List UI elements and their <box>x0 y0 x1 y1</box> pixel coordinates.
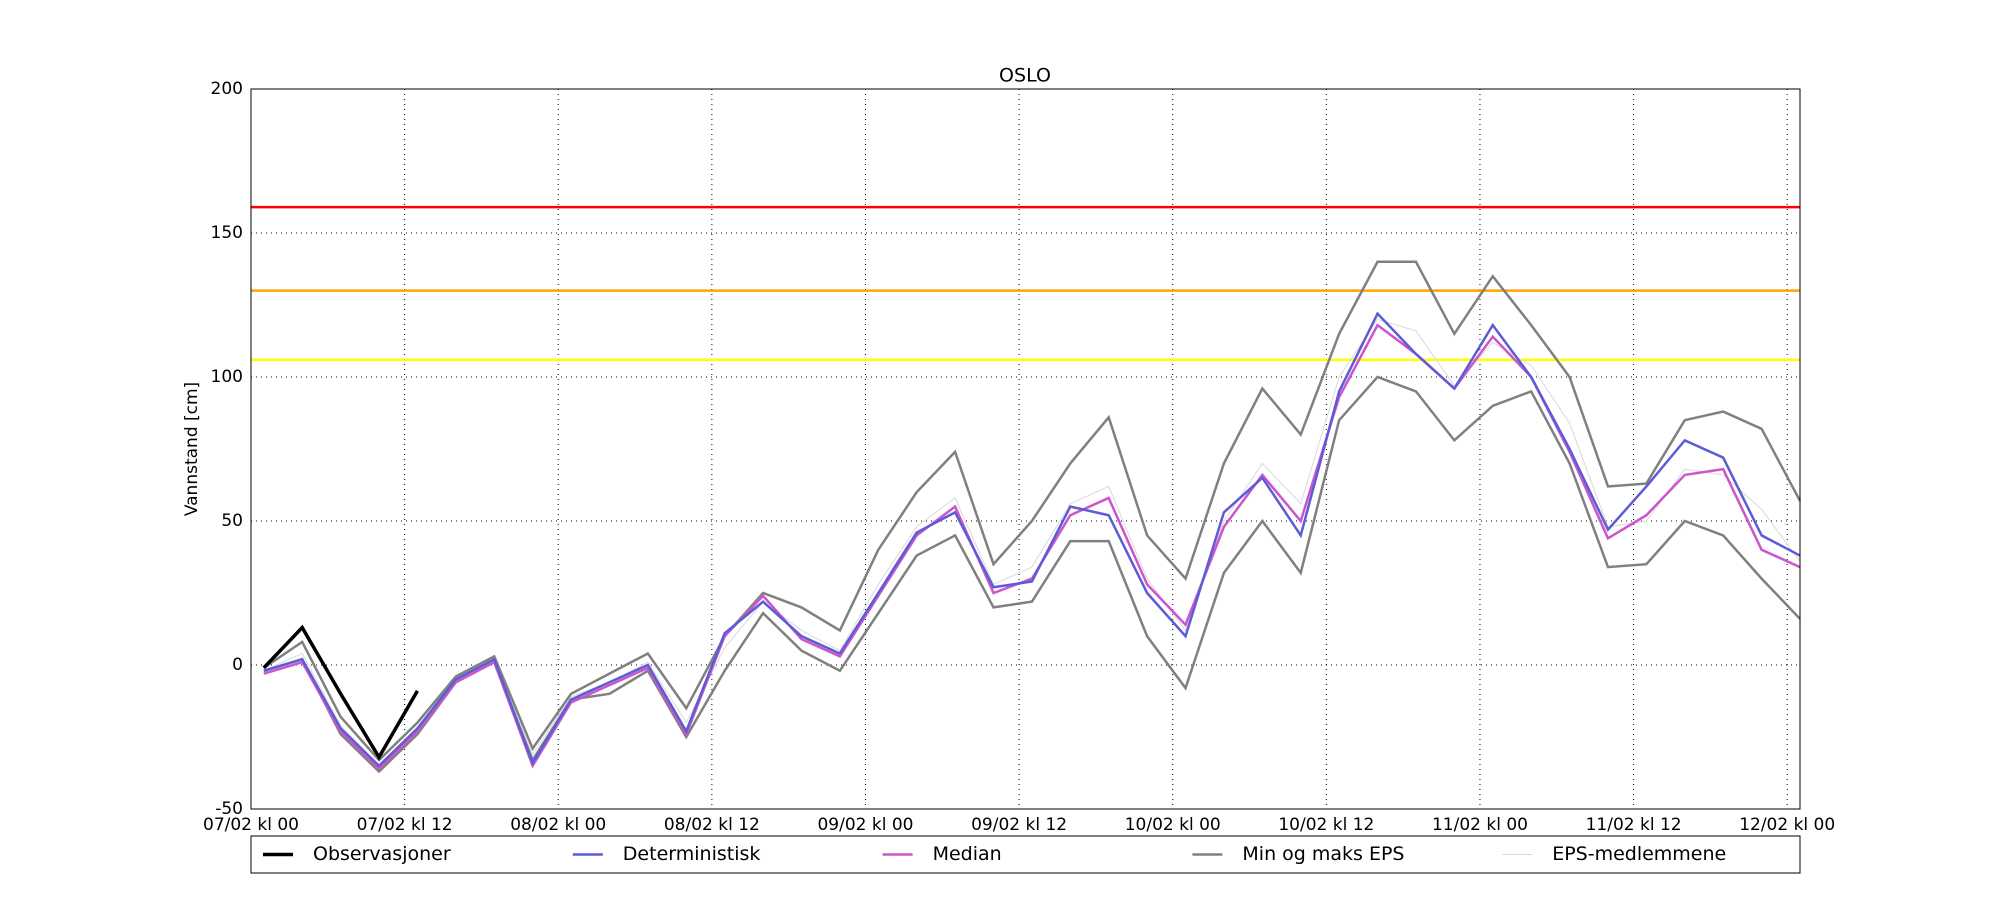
legend-box <box>250 835 1801 874</box>
x-tick-label: 07/02 kl 00 <box>203 815 299 835</box>
x-tick-label: 08/02 kl 12 <box>664 815 760 835</box>
series-line <box>263 375 1801 774</box>
y-tick-label: 50 <box>221 511 243 531</box>
legend-label: Min og maks EPS <box>1242 843 1404 865</box>
y-tick-label: 0 <box>232 655 243 675</box>
chart-title: OSLO <box>999 65 1051 87</box>
legend-label: Observasjoner <box>313 843 451 865</box>
series-line <box>263 311 1801 768</box>
y-tick-label: 150 <box>211 223 243 243</box>
x-tick-label: 08/02 kl 00 <box>510 815 606 835</box>
series-line <box>263 323 1801 771</box>
x-tick-label: 11/02 kl 00 <box>1432 815 1528 835</box>
x-tick-label: 09/02 kl 00 <box>817 815 913 835</box>
y-tick-label: 100 <box>211 367 243 387</box>
y-tick-label: -50 <box>215 799 243 819</box>
y-axis-label: Vannstand [cm] <box>182 382 202 516</box>
legend-label: Deterministisk <box>623 843 761 865</box>
legend-label: EPS-medlemmene <box>1552 843 1726 865</box>
series-line <box>263 260 1802 762</box>
x-tick-label: 10/02 kl 00 <box>1125 815 1221 835</box>
series-line <box>263 318 1801 767</box>
x-tick-label: 11/02 kl 12 <box>1586 815 1682 835</box>
x-tick-label: 12/02 kl 00 <box>1739 815 1835 835</box>
x-tick-label: 07/02 kl 12 <box>357 815 453 835</box>
y-tick-label: 200 <box>211 79 243 99</box>
x-tick-label: 09/02 kl 12 <box>971 815 1067 835</box>
x-tick-label: 10/02 kl 12 <box>1278 815 1374 835</box>
series-line <box>262 624 419 761</box>
legend-label: Median <box>933 843 1002 865</box>
plot-frame <box>250 88 1801 810</box>
